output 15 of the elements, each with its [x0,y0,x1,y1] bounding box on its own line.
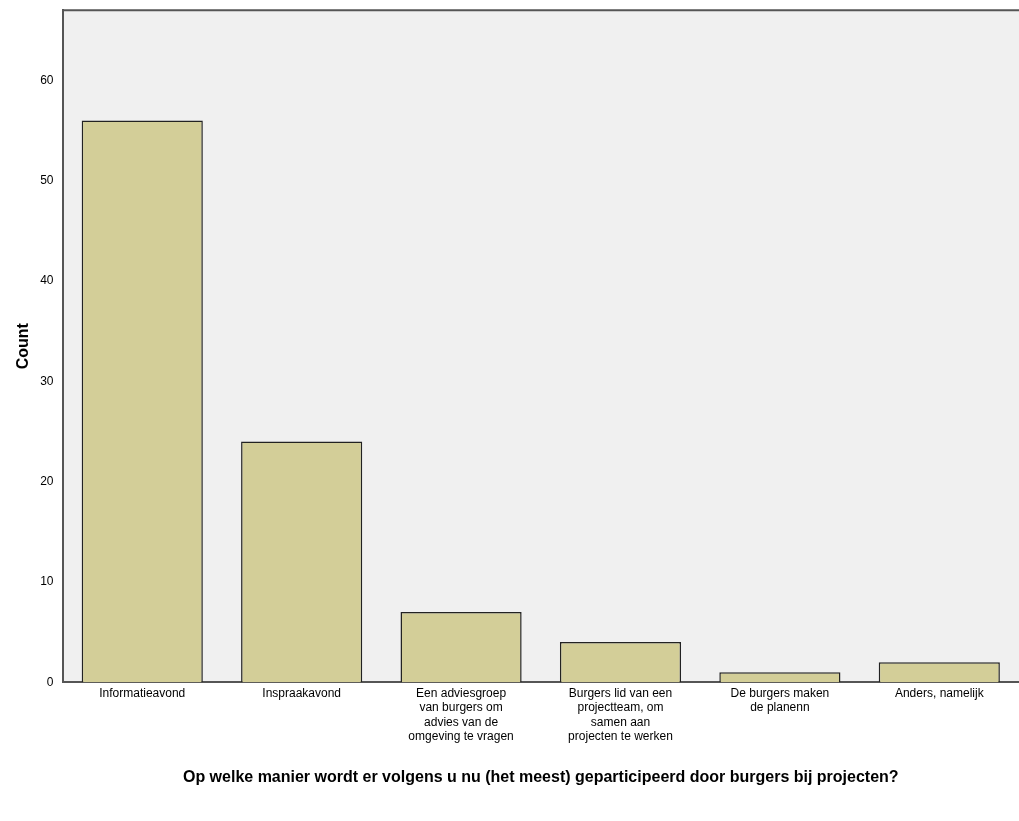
x-tick-label: Anders, namelijk [894,685,985,700]
x-tick-label: Burgers lid van een projectteam, om samen aan projecten te werken [568,685,673,743]
y-tick-label: 10 [40,574,54,589]
y-axis-title: Count [14,322,32,370]
x-axis-title: Op welke manier wordt er volgens u nu (het meest) geparticipeerd door burgers bij projecten? [182,767,899,785]
x-tick-label: Een adviesgroep van burgers om advies van de omgeving te vragen [408,685,514,743]
y-tick-label: 0 [46,674,54,689]
y-tick-label: 50 [40,173,54,188]
x-tick-label: Inspraakavond [262,685,342,700]
y-tick-label: 40 [40,273,54,288]
x-tick-label: Informatieavond [99,685,186,700]
y-tick-label: 30 [40,373,54,388]
y-tick-label: 20 [40,473,54,488]
x-tick-label: De burgers maken de planenn [730,685,830,715]
y-tick-label: 60 [40,72,54,87]
